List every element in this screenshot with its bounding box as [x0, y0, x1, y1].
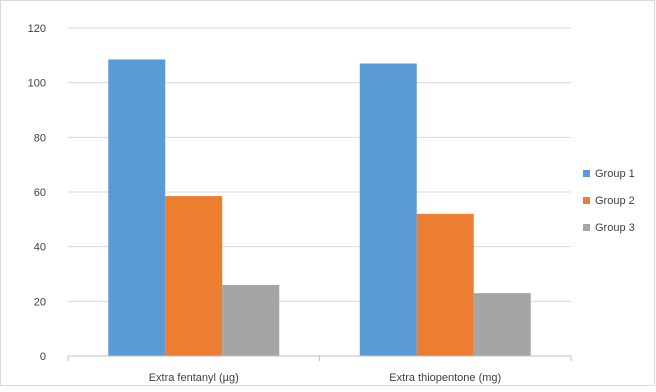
bar-group-2-cat-1: [416, 213, 474, 356]
bar-group-3-cat-0: [222, 284, 280, 356]
legend-label: Group 2: [595, 195, 635, 207]
y-tick-label: 80: [34, 132, 46, 144]
legend-label: Group 1: [595, 168, 635, 180]
bars: [108, 59, 531, 357]
x-category-label: Extra thiopentone (mg): [389, 372, 501, 384]
y-tick-label: 40: [34, 242, 46, 254]
legend-swatch: [583, 224, 590, 231]
bar-group-1-cat-1: [359, 63, 417, 357]
bar-group-1-cat-0: [108, 59, 166, 356]
y-axis-ticks: 0 20 40 60 80 100 120: [28, 23, 46, 363]
axes: [67, 355, 572, 361]
y-tick-label: 120: [28, 23, 46, 35]
x-axis-categories: Extra fentanyl (µg) Extra thiopentone (mg…: [149, 372, 502, 384]
legend-label: Group 3: [595, 222, 635, 234]
bar-group-2-cat-0: [165, 196, 223, 356]
y-tick-label: 20: [34, 296, 46, 308]
legend: Group 1 Group 2 Group 3: [583, 168, 635, 234]
y-tick-label: 0: [40, 351, 46, 363]
x-category-label: Extra fentanyl (µg): [149, 372, 239, 384]
bar-group-3-cat-1: [473, 293, 531, 356]
legend-swatch: [583, 170, 590, 177]
y-tick-label: 60: [34, 187, 46, 199]
legend-swatch: [583, 197, 590, 204]
y-tick-label: 100: [28, 78, 46, 90]
